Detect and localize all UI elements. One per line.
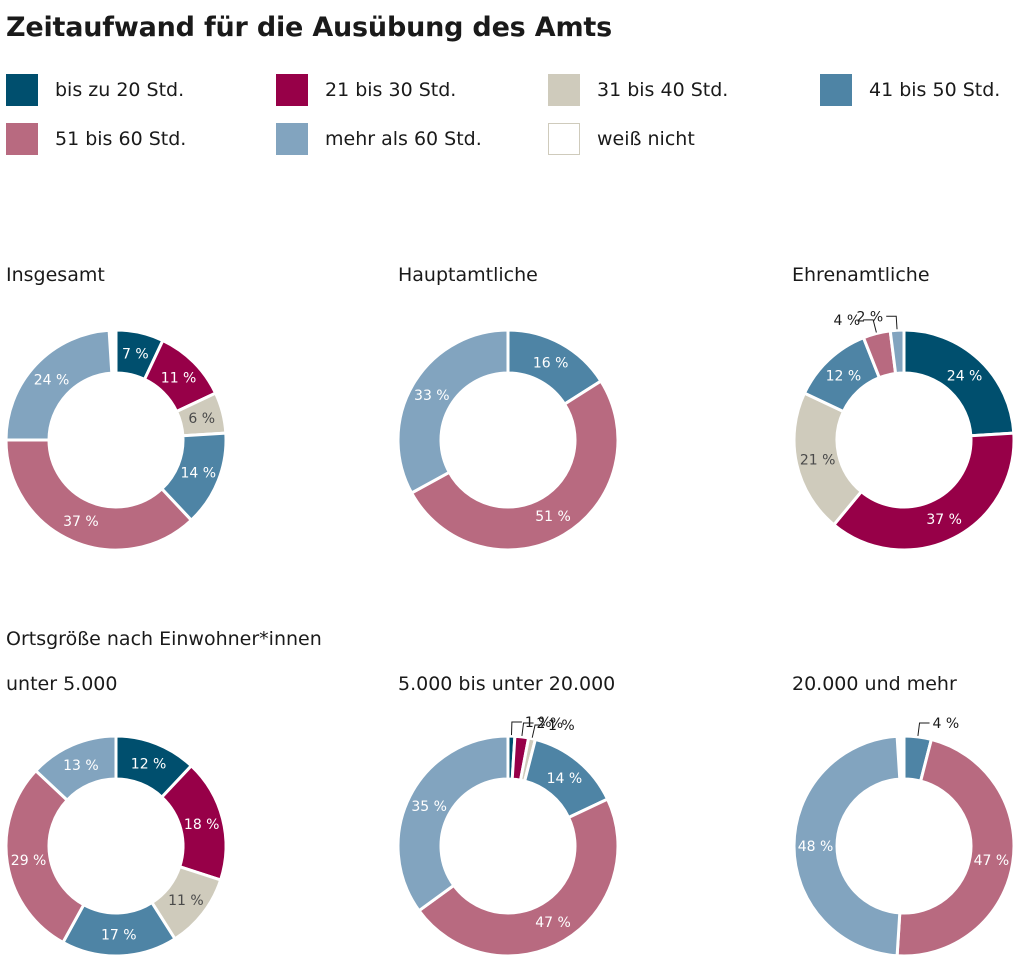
leader-line [917, 722, 930, 736]
slice-value-label: 14 % [547, 771, 583, 787]
legend-item-4: 41 bis 50 Std. [820, 73, 1000, 107]
legend-label: 31 bis 40 Std. [597, 79, 729, 101]
donut-slice-51-bis-60-std [4, 438, 194, 552]
slice-value-label: 12 % [826, 368, 862, 384]
leader-line [886, 315, 898, 330]
legend-item-3: 31 bis 40 Std. [548, 73, 728, 107]
slice-value-label: 33 % [414, 388, 450, 404]
slice-value-label: 47 % [535, 915, 571, 931]
slice-value-label: 1 % [548, 718, 575, 734]
slice-value-label: 35 % [411, 799, 447, 815]
slice-value-label: 11 % [168, 893, 204, 909]
slice-value-label: 2 % [537, 716, 564, 732]
slice-value-label: 16 % [533, 355, 569, 371]
leader-line [863, 319, 877, 333]
legend-swatch [276, 74, 308, 106]
donut-slice-mehr-als-60-std [888, 328, 906, 376]
slice-value-label: 51 % [535, 509, 571, 525]
slice-value-label: 13 % [63, 758, 99, 774]
leader-line [531, 724, 546, 738]
donut-slice-21-bis-30-std [831, 431, 1016, 552]
slice-value-label: 7 % [122, 347, 149, 363]
slice-value-label: 18 % [184, 817, 220, 833]
slice-value-label: 4 % [933, 716, 960, 732]
slice-value-label: 11 % [161, 370, 197, 386]
donut-slice-mehr-als-60-std [396, 328, 510, 496]
legend-swatch [548, 74, 580, 106]
chart-title-unter-5000: unter 5.000 [6, 673, 118, 695]
slice-value-label: 4 % [833, 313, 860, 329]
donut-chart-5000-bis-20000: 1 %2 %1 % 14 % 47 % 35 % [396, 715, 620, 958]
legend-label: mehr als 60 Std. [325, 128, 482, 150]
legend-item-6: mehr als 60 Std. [276, 122, 482, 156]
legend-swatch [820, 74, 852, 106]
slice-value-label: 37 % [926, 512, 962, 528]
legend-label: weiß nicht [597, 128, 695, 150]
legend-swatch [6, 74, 38, 106]
legend-swatch [548, 123, 580, 155]
slice-value-label: 29 % [11, 853, 47, 869]
leader-line [510, 721, 522, 736]
donut-slice-mehr-als-60-std [792, 734, 902, 958]
slice-value-label: 37 % [63, 514, 99, 530]
donut-slice-51-bis-60-std [416, 797, 620, 958]
page-title: Zeitaufwand für die Ausübung des Amts [6, 12, 612, 43]
chart-title-hauptamtliche: Hauptamtliche [398, 264, 538, 286]
donut-slice-51-bis-60-std [895, 737, 1016, 958]
donut-slice-mehr-als-60-std [4, 328, 114, 442]
donut-slice-mehr-als-60-std [396, 734, 510, 913]
donut-chart-20000-und-mehr: 4 % 47 % 48 % [792, 716, 1016, 958]
legend-swatch [6, 123, 38, 155]
slice-value-label: 6 % [188, 411, 215, 427]
slice-value-label: 21 % [800, 452, 836, 468]
legend-item-1: bis zu 20 Std. [6, 73, 184, 107]
chart-title-5000-bis-20000: 5.000 bis unter 20.000 [398, 673, 616, 695]
slice-value-label: 48 % [798, 839, 834, 855]
legend-label: 21 bis 30 Std. [325, 79, 457, 101]
donut-chart-insgesamt: 7 % 11 % 6 % 14 % 37 % 24 % [4, 328, 228, 552]
slice-value-label: 24 % [947, 368, 983, 384]
legend-item-2: 21 bis 30 Std. [276, 73, 456, 107]
legend-item-5: 51 bis 60 Std. [6, 122, 186, 156]
donut-slice-51-bis-60-std [409, 378, 620, 552]
slice-value-label: 14 % [180, 466, 216, 482]
chart-title-insgesamt: Insgesamt [6, 264, 105, 286]
donut-chart-hauptamtliche: 16 % 51 % 33 % [396, 328, 620, 552]
slice-value-label: 2 % [857, 309, 884, 325]
slice-value-label: 12 % [131, 757, 167, 773]
legend-label: bis zu 20 Std. [55, 79, 185, 101]
donut-chart-unter-5000: 12 % 18 % 11 % 17 % 29 % 13 % [4, 734, 228, 958]
slice-value-label: 1 % [525, 715, 552, 731]
slice-value-label: 24 % [34, 372, 70, 388]
legend-label: 51 bis 60 Std. [55, 128, 187, 150]
leader-line [521, 722, 534, 736]
slice-value-label: 47 % [974, 853, 1010, 869]
legend-swatch [276, 123, 308, 155]
legend-label: 41 bis 50 Std. [869, 79, 1001, 101]
chart-title-ehrenamtliche: Ehrenamtliche [792, 264, 930, 286]
legend-item-7: weiß nicht [548, 122, 695, 156]
donut-chart-ehrenamtliche: 24 % 37 % 21 % 12 % 4 %2 % [792, 309, 1016, 552]
donut-slice-51-bis-60-std [4, 768, 86, 945]
chart-title-20000-und-mehr: 20.000 und mehr [792, 673, 957, 695]
section-title: Ortsgröße nach Einwohner*innen [6, 628, 322, 650]
donut-slice-mehr-als-60-std [33, 734, 118, 803]
slice-value-label: 17 % [101, 927, 137, 943]
